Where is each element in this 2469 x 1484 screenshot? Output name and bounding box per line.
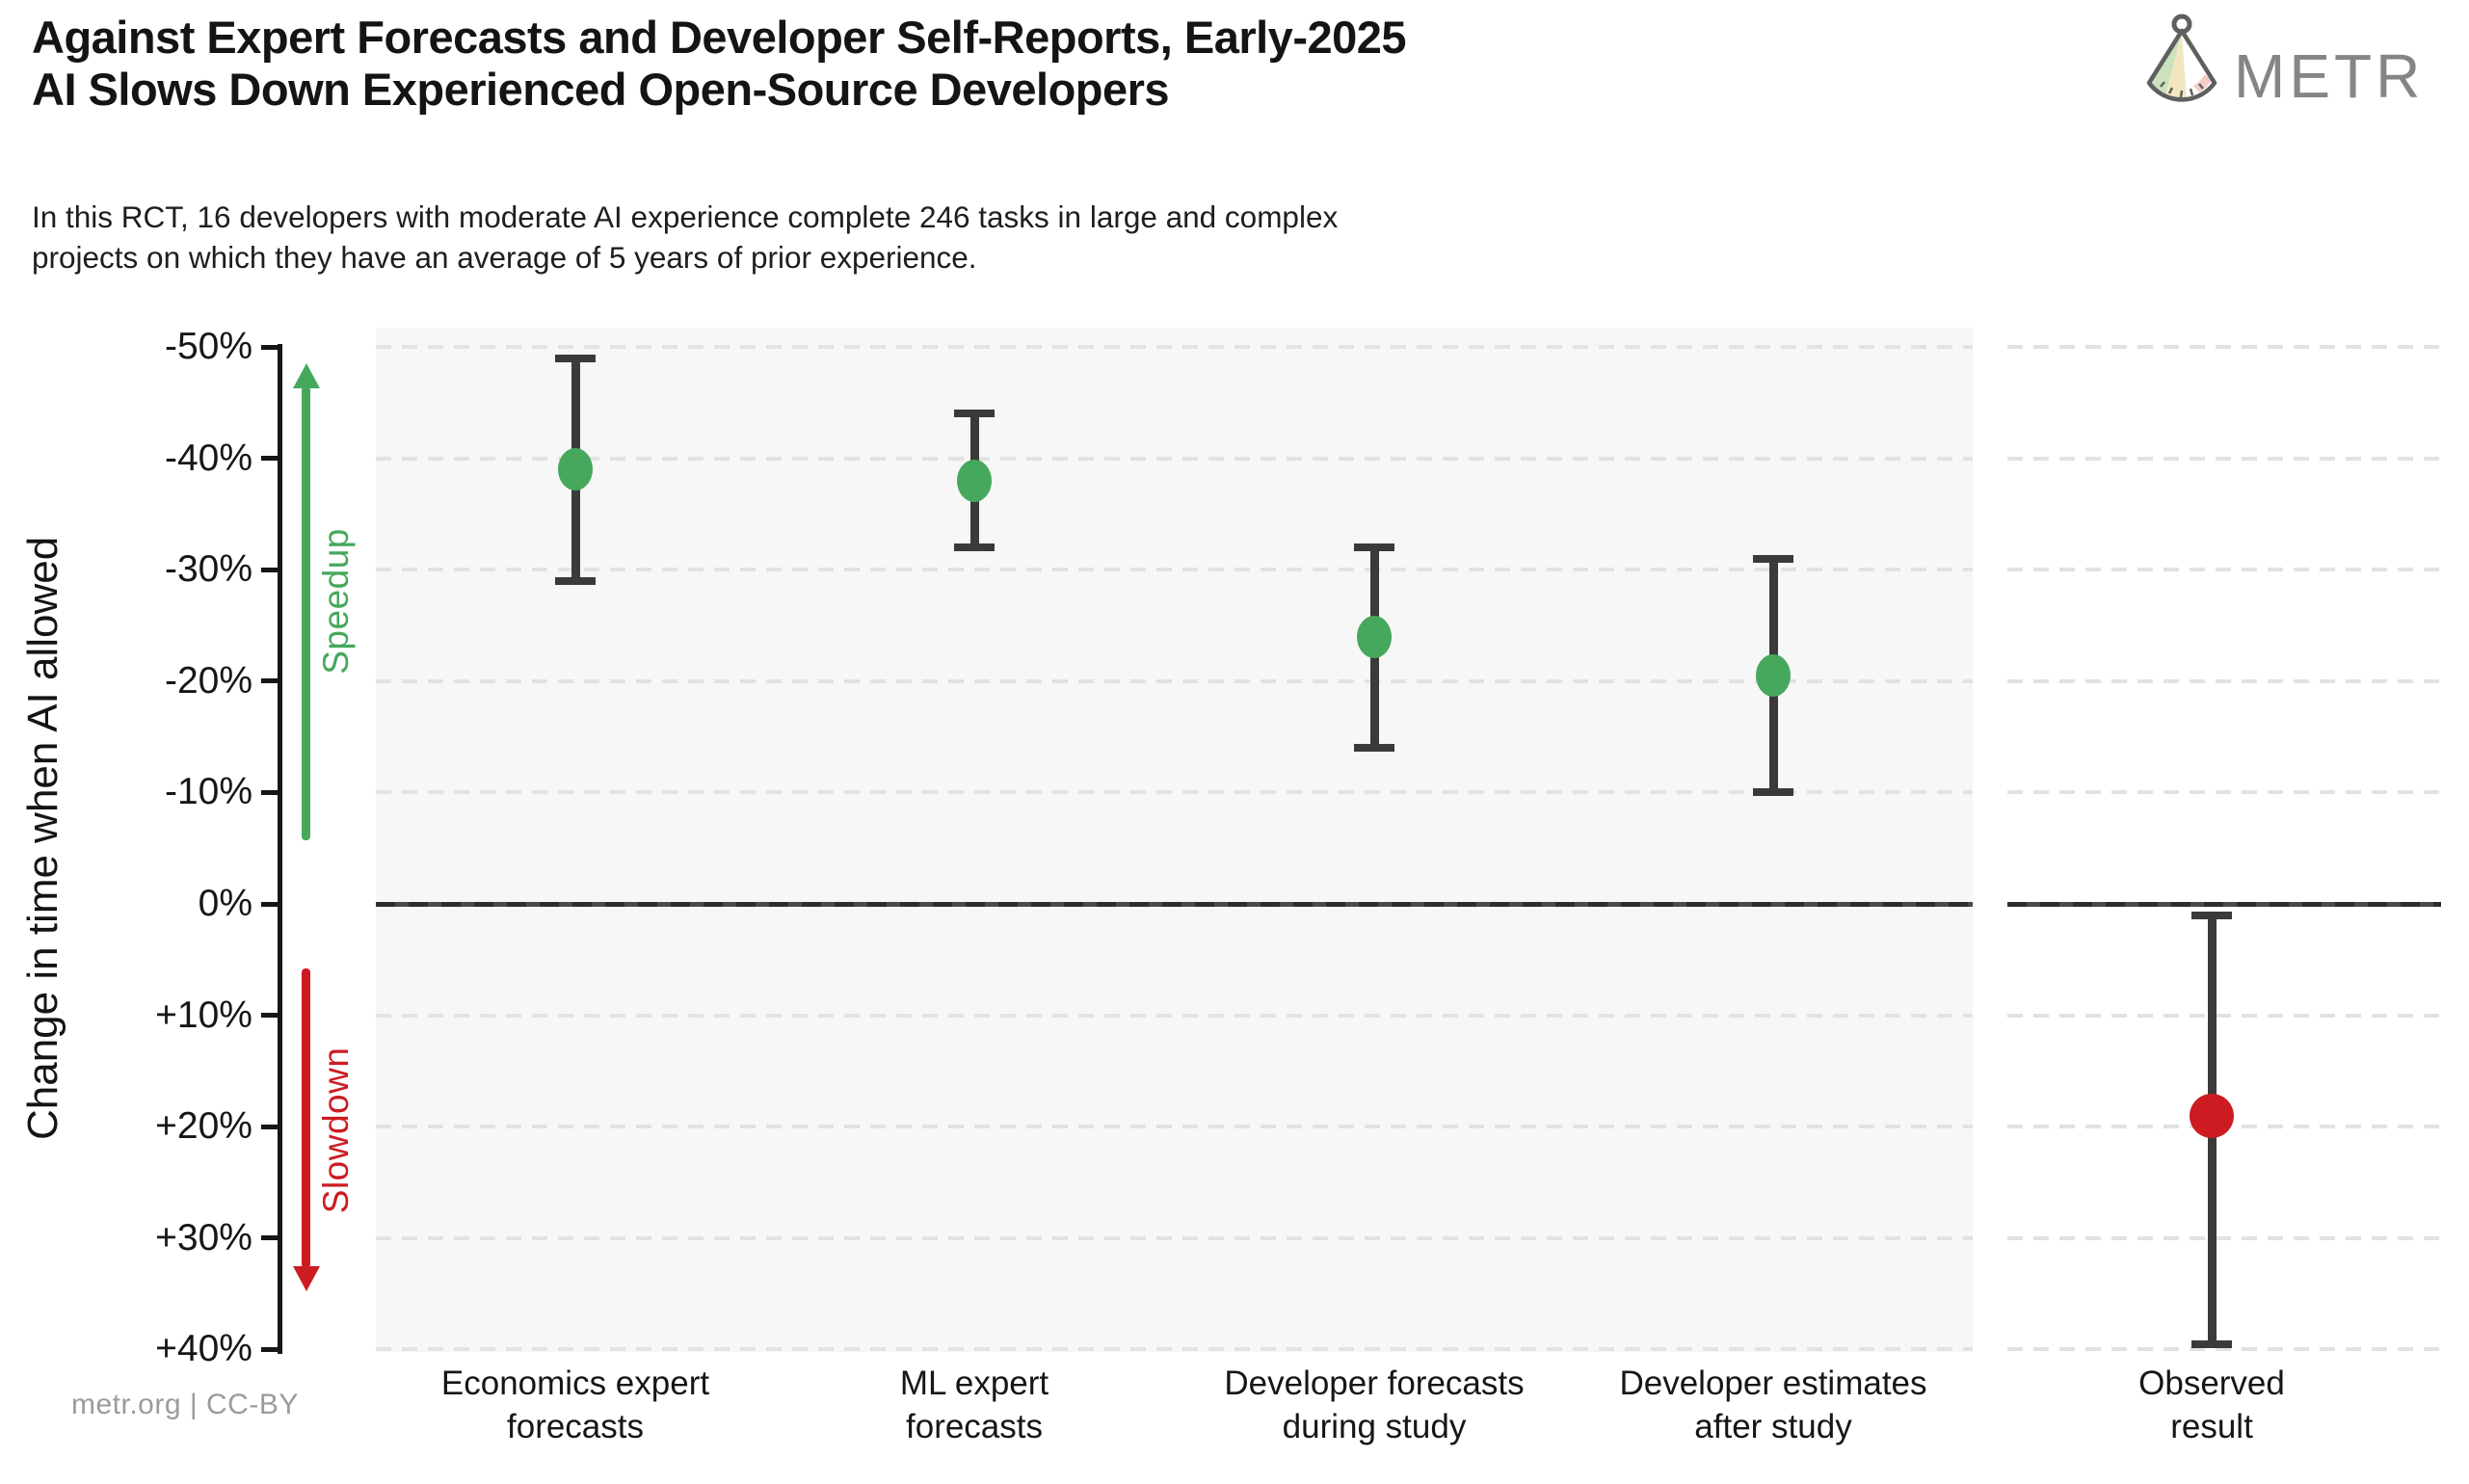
gridline-main--40 (376, 456, 1973, 461)
chart-title: Against Expert Forecasts and Developer S… (32, 12, 1407, 115)
y-axis-title: Change in time when AI allowed (19, 536, 66, 1141)
y-tick-20 (261, 1124, 278, 1129)
gridline-observed--30 (2007, 568, 2441, 572)
point-marker-developer-forecasts-during-study (1357, 615, 1392, 658)
y-tick-label--50: -50% (164, 326, 252, 367)
metr-logo-icon (2146, 13, 2217, 102)
errorbar-cap-bottom-ml-expert-forecasts (954, 543, 995, 552)
errorbar-cap-bottom-economics-expert-forecasts (555, 576, 596, 585)
y-tick-label--10: -10% (164, 771, 252, 813)
footer-credit: metr.org | CC-BY (71, 1389, 299, 1420)
errorbar-cap-bottom-observed-result (2191, 1339, 2232, 1348)
point-marker-observed-result (2190, 1093, 2234, 1138)
gridline-observed--50 (2007, 345, 2441, 349)
y-tick-0 (261, 901, 278, 907)
y-tick--20 (261, 678, 278, 684)
x-axis-label-developer-estimates-after-study: Developer estimates after study (1619, 1365, 1927, 1445)
errorbar-cap-bottom-developer-estimates-after-study (1753, 788, 1793, 797)
errorbar-cap-top-ml-expert-forecasts (954, 410, 995, 418)
point-marker-developer-estimates-after-study (1756, 654, 1791, 698)
gridline-observed-30 (2007, 1235, 2441, 1240)
zero-line-main (376, 901, 1973, 907)
y-tick-label-30: +30% (155, 1216, 252, 1259)
gridline-main-10 (376, 1013, 1973, 1018)
y-tick--50 (261, 344, 278, 350)
y-tick--10 (261, 789, 278, 795)
errorbar-cap-top-developer-forecasts-during-study (1354, 543, 1394, 552)
gridline-observed--40 (2007, 456, 2441, 461)
gridline-observed--10 (2007, 790, 2441, 795)
gridline-main--10 (376, 790, 1973, 795)
metr-logo: METR (2141, 10, 2459, 111)
y-tick-label-20: +20% (155, 1105, 252, 1148)
speedup-arrow-line (302, 386, 310, 841)
y-tick-30 (261, 1235, 278, 1241)
errorbar-cap-top-developer-estimates-after-study (1753, 554, 1793, 563)
y-tick--30 (261, 567, 278, 572)
gridline-observed-40 (2007, 1347, 2441, 1352)
y-tick--40 (261, 456, 278, 462)
slowdown-arrowhead (292, 1266, 320, 1292)
gridline-main-40 (376, 1347, 1973, 1352)
gridline-main-30 (376, 1235, 1973, 1240)
slowdown-arrow-line (302, 968, 310, 1269)
gridline-main--20 (376, 678, 1973, 683)
y-tick-label-40: +40% (155, 1328, 252, 1370)
y-tick-10 (261, 1013, 278, 1019)
speedup-arrowhead (292, 363, 320, 389)
gridline-main--30 (376, 568, 1973, 572)
gridline-observed-10 (2007, 1013, 2441, 1018)
y-tick-label-10: +10% (155, 994, 252, 1036)
gridline-observed--20 (2007, 678, 2441, 683)
forecasts-panel (376, 328, 1973, 1352)
x-axis-label-developer-forecasts-during-study: Developer forecasts during study (1224, 1365, 1525, 1445)
x-axis-label-observed-result: Observed result (2138, 1365, 2285, 1445)
zero-line-observed (2007, 901, 2441, 907)
gridline-main--50 (376, 345, 1973, 349)
gridline-main-20 (376, 1125, 1973, 1129)
y-tick-label--20: -20% (164, 659, 252, 702)
observed-panel (2007, 328, 2441, 1352)
point-marker-economics-expert-forecasts (558, 448, 593, 491)
point-marker-ml-expert-forecasts (957, 459, 992, 502)
errorbar-cap-top-economics-expert-forecasts (555, 354, 596, 362)
slowdown-label: Slowdown (315, 1047, 356, 1213)
x-axis-label-ml-expert-forecasts: ML expert forecasts (899, 1365, 1049, 1445)
chart-subtitle: In this RCT, 16 developers with moderate… (32, 199, 1339, 276)
x-axis-label-economics-expert-forecasts: Economics expert forecasts (440, 1365, 710, 1445)
speedup-label: Speedup (315, 528, 356, 676)
errorbar-cap-bottom-developer-forecasts-during-study (1354, 744, 1394, 753)
metr-logo-text: METR (2234, 41, 2425, 111)
y-axis-line (278, 344, 282, 1354)
y-tick-40 (261, 1346, 278, 1352)
y-tick-label--40: -40% (164, 437, 252, 479)
y-tick-label-0: 0% (198, 883, 252, 924)
errorbar-cap-top-observed-result (2191, 911, 2232, 919)
y-tick-label--30: -30% (164, 548, 252, 591)
